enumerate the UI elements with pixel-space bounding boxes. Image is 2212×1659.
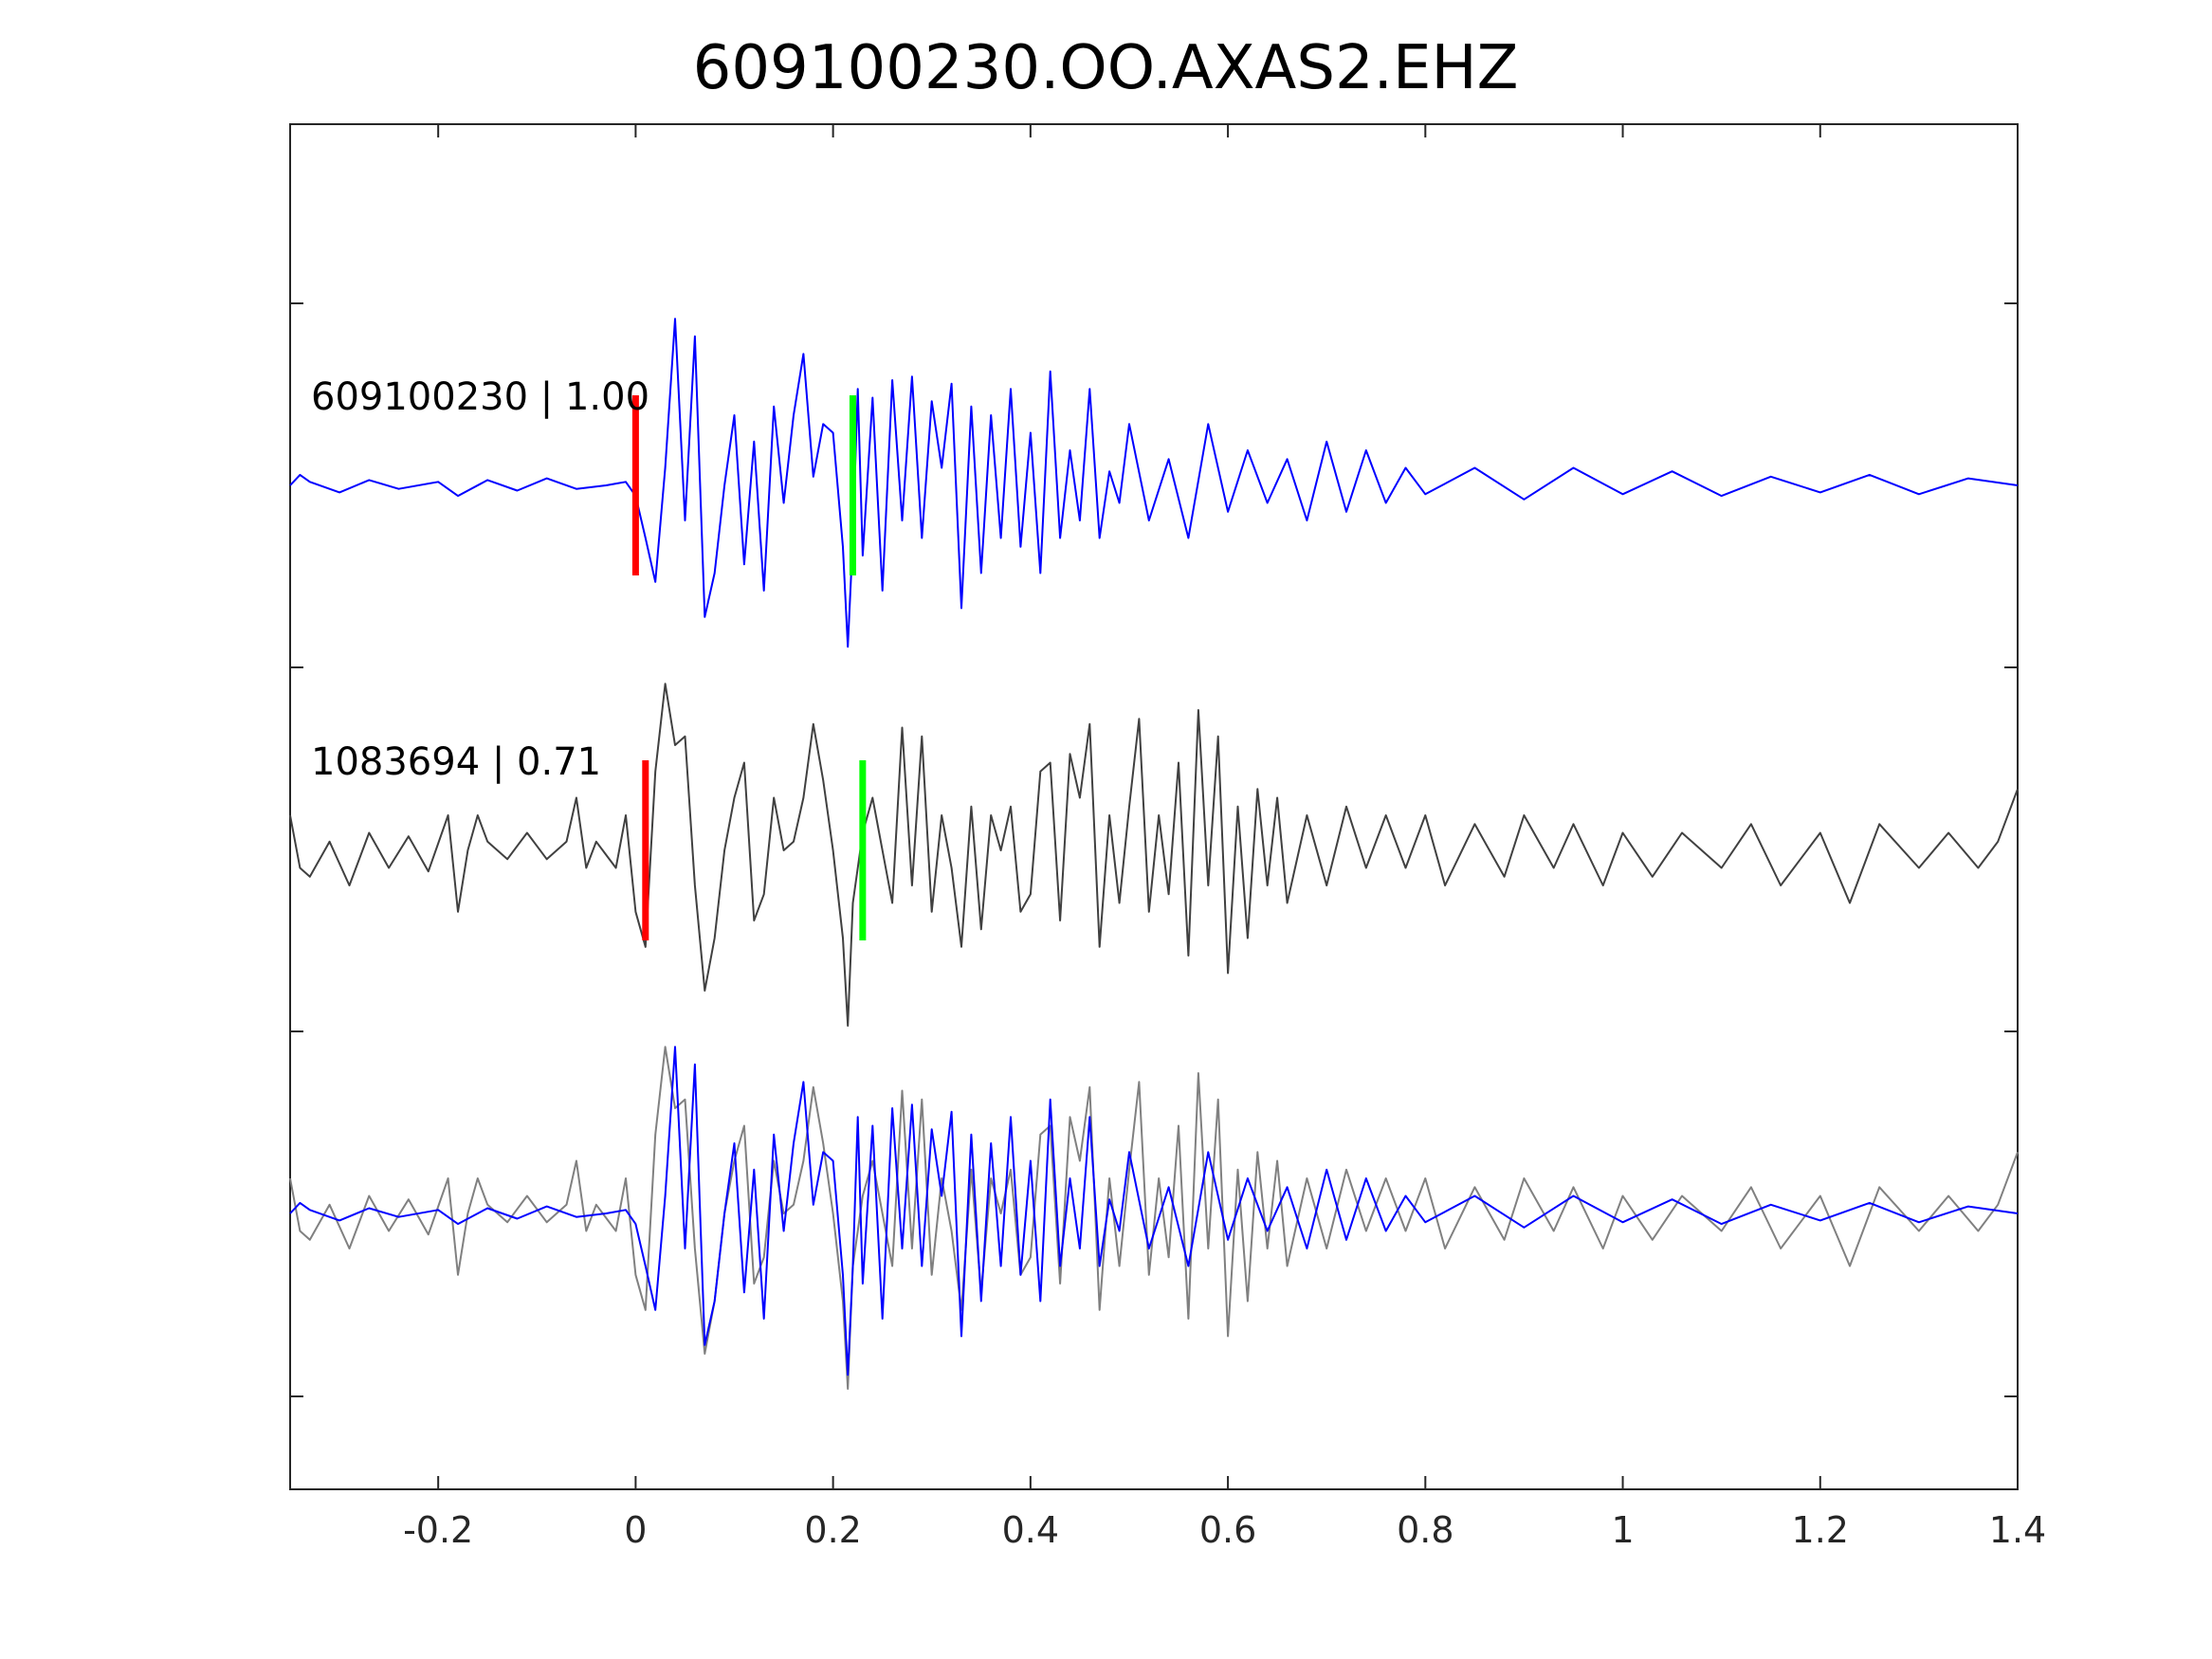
x-tick-label: 0.8: [1397, 1509, 1453, 1551]
x-axis: -0.2 0 0.2 0.4 0.6 0.8 1 1.2 1.4: [403, 124, 2046, 1551]
detection-waveform: [289, 683, 2019, 1027]
x-tick-label: -0.2: [403, 1509, 473, 1551]
y-ticks: [290, 302, 2018, 1397]
overlay-template-waveform: [289, 1046, 2019, 1376]
picks-layer: [631, 395, 867, 940]
trace-labels: 609100230 | 1.00 1083694 | 0.71: [311, 375, 649, 784]
trace-label-1: 1083694 | 0.71: [311, 740, 601, 784]
trace-label-0: 609100230 | 1.00: [311, 375, 649, 419]
traces-layer: [289, 318, 2019, 1027]
x-tick-label: 1.2: [1792, 1509, 1849, 1551]
template-waveform: [289, 318, 2019, 648]
x-tick-label: 1.4: [1989, 1509, 2046, 1551]
x-tick-label: 0.4: [1002, 1509, 1059, 1551]
x-tick-label: 0: [624, 1509, 647, 1551]
plot-area-frame: [289, 123, 2019, 1490]
overlay-detection-waveform: [289, 1046, 2019, 1390]
x-tick-label: 0.2: [804, 1509, 861, 1551]
x-tick-label: 0.6: [1199, 1509, 1256, 1551]
chart-title: 609100230.OO.AXAS2.EHZ: [693, 33, 1519, 103]
overlay-layer: [289, 1046, 2019, 1390]
x-tick-label: 1: [1611, 1509, 1634, 1551]
